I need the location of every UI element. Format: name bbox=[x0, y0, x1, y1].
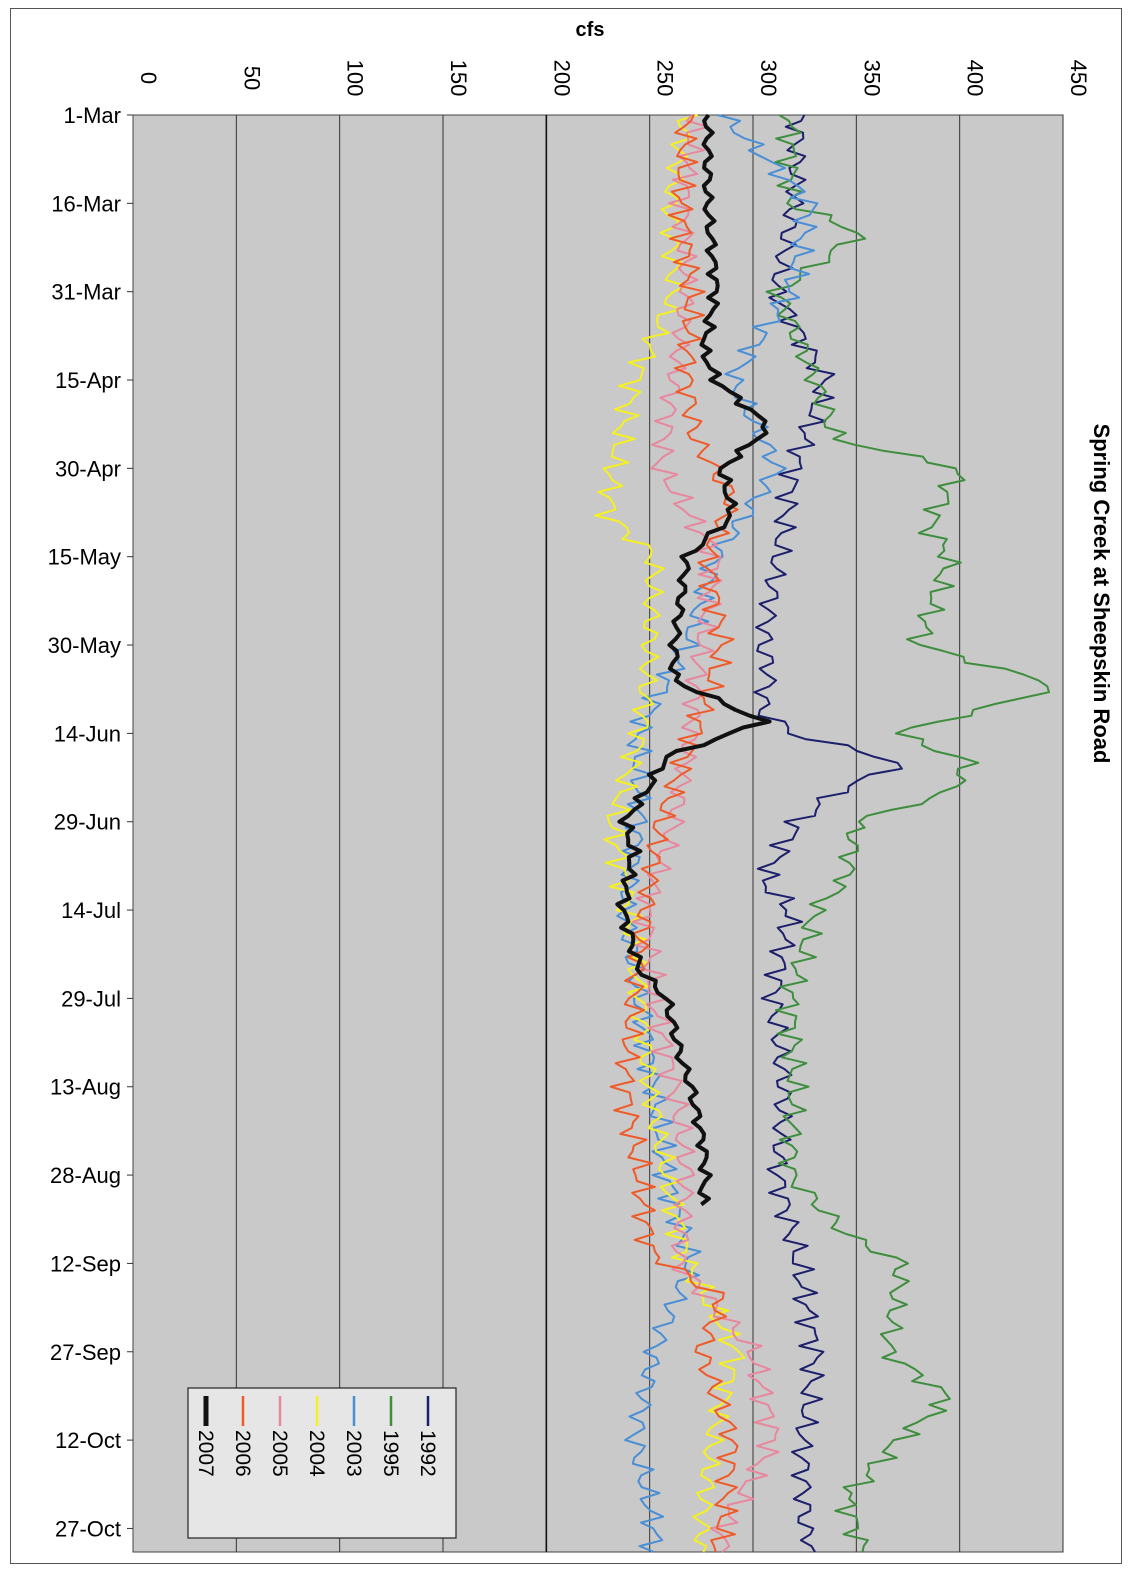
legend-label: 2005 bbox=[268, 1430, 291, 1477]
date-tick-label: 13-Aug bbox=[50, 1075, 121, 1100]
series-line-2003 bbox=[616, 114, 819, 1553]
date-axis-ticks: 1-Mar 16-Mar 31-Mar 15-Apr 30-Apr 15-May 30-Ma… bbox=[48, 103, 133, 1541]
value-tick-label: 150 bbox=[446, 60, 471, 97]
plot-area bbox=[132, 114, 1064, 1553]
date-tick-label: 27-Sep bbox=[50, 1340, 121, 1365]
value-tick-label: 400 bbox=[963, 60, 988, 97]
date-tick-label: 12-Oct bbox=[55, 1428, 121, 1453]
date-tick-label: 30-Apr bbox=[55, 456, 121, 481]
date-tick-label: 28-Aug bbox=[50, 1163, 121, 1188]
series-line-2007 bbox=[615, 113, 772, 1207]
gridlines bbox=[235, 115, 1064, 1552]
chart-title: Spring Creek at Sheepskin Road bbox=[1089, 424, 1114, 764]
series-line-2005 bbox=[631, 114, 780, 1553]
date-tick-label: 15-Apr bbox=[55, 368, 121, 393]
series-line-1995 bbox=[765, 114, 1050, 1553]
date-tick-label: 15-May bbox=[48, 545, 121, 570]
value-tick-label: 0 bbox=[136, 72, 161, 84]
legend: 2007 2006 2005 2004 2003 1995 1992 bbox=[187, 1387, 457, 1539]
legend-label: 2006 bbox=[231, 1430, 254, 1477]
date-tick-label: 1-Mar bbox=[64, 103, 121, 128]
value-tick-label: 350 bbox=[859, 60, 884, 97]
date-tick-label: 16-Mar bbox=[51, 191, 121, 216]
legend-label: 1992 bbox=[416, 1430, 439, 1477]
date-tick-label: 14-Jun bbox=[54, 721, 121, 746]
date-tick-label: 31-Mar bbox=[51, 280, 121, 305]
series-line-1992 bbox=[753, 114, 903, 1553]
date-tick-label: 29-Jul bbox=[61, 986, 121, 1011]
value-tick-label: 250 bbox=[653, 60, 678, 97]
date-tick-label: 27-Oct bbox=[55, 1516, 121, 1541]
value-axis-ticks: 0 50 100 150 200 250 300 350 400 450 bbox=[136, 60, 1091, 97]
value-axis-title: cfs bbox=[576, 19, 605, 41]
value-tick-label: 50 bbox=[239, 66, 264, 90]
value-tick-label: 200 bbox=[549, 60, 574, 97]
legend-box bbox=[187, 1387, 457, 1539]
legend-label: 2007 bbox=[194, 1430, 217, 1477]
value-tick-label: 300 bbox=[756, 60, 781, 97]
date-tick-label: 29-Jun bbox=[54, 810, 121, 835]
legend-label: 1995 bbox=[379, 1430, 402, 1477]
date-tick-label: 12-Sep bbox=[50, 1251, 121, 1276]
date-tick-label: 14-Jul bbox=[61, 898, 121, 923]
legend-label: 2004 bbox=[305, 1430, 328, 1477]
date-tick-label: 30-May bbox=[48, 633, 121, 658]
series-line-2006 bbox=[609, 114, 739, 1553]
value-tick-label: 100 bbox=[343, 60, 368, 97]
value-tick-label: 450 bbox=[1066, 60, 1091, 97]
legend-label: 2003 bbox=[342, 1430, 365, 1477]
series-lines bbox=[594, 113, 1050, 1553]
